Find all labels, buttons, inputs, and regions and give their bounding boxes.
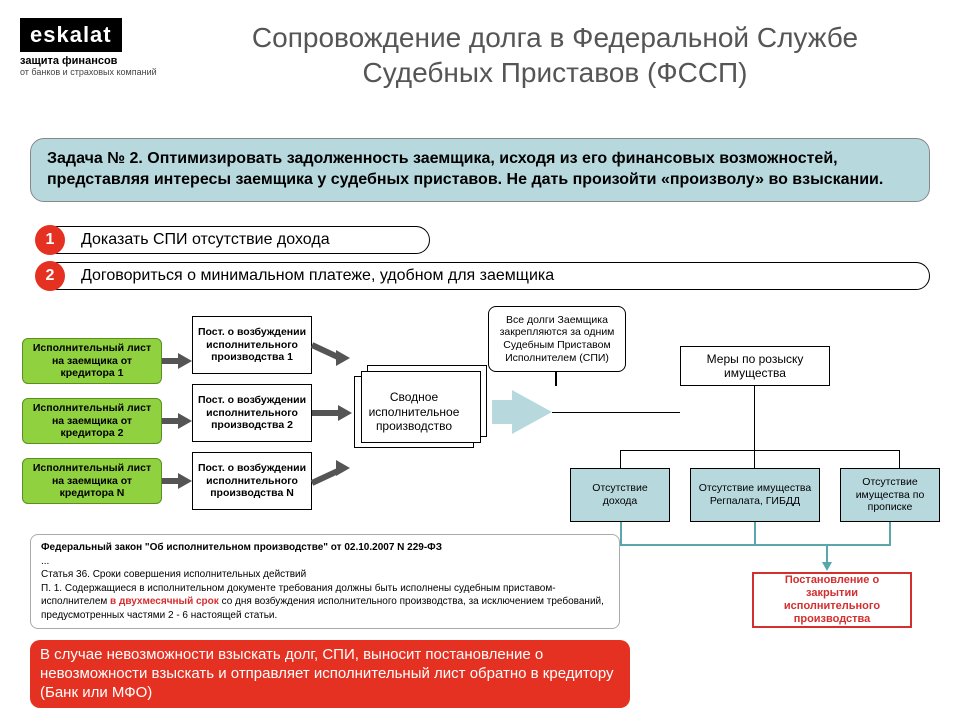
big-arrow-tail bbox=[492, 400, 514, 424]
close-hbar bbox=[620, 544, 891, 546]
tree-hbar bbox=[620, 450, 900, 451]
big-arrow bbox=[512, 390, 552, 434]
close-v2 bbox=[754, 522, 756, 544]
absence-box-1: Отсутствие дохода bbox=[570, 468, 670, 522]
arrow-r2 bbox=[312, 410, 340, 416]
arrow-g2-head bbox=[178, 413, 192, 429]
law-line2: ... bbox=[41, 555, 609, 569]
law-citation: Федеральный закон "Об исполнительном про… bbox=[30, 534, 620, 629]
arrow-r2-head bbox=[338, 405, 352, 421]
step-1-number: 1 bbox=[35, 225, 65, 255]
step-2-text: Договориться о минимальном платеже, удоб… bbox=[81, 267, 554, 284]
absence-box-2: Отсутствие имущества Регпалата, ГИБДД bbox=[690, 468, 820, 522]
conn-arrow-search-h bbox=[552, 412, 680, 413]
step-1-text: Доказать СПИ отсутствие дохода bbox=[81, 231, 330, 248]
note-connector bbox=[555, 372, 557, 386]
close-arrow bbox=[822, 562, 832, 571]
resolution-box-1: Пост. о возбуждении исполнительного прои… bbox=[192, 316, 312, 374]
closure-box: Постановление о закрытии исполнительного… bbox=[752, 572, 912, 628]
creditor-box-n: Исполнительный лист на заемщика от креди… bbox=[22, 458, 162, 504]
law-line3: Статья 36. Сроки совершения исполнительн… bbox=[41, 568, 609, 582]
step-1: 1 Доказать СПИ отсутствие дохода bbox=[40, 226, 430, 254]
tree-v2 bbox=[754, 450, 755, 468]
absence-box-3: Отсутствие имущества по прописке bbox=[840, 468, 940, 522]
conclusion-bar: В случае невозможности взыскать долг, СП… bbox=[30, 640, 630, 708]
creditor-box-2: Исполнительный лист на заемщика от креди… bbox=[22, 398, 162, 444]
logo-block: eskalat защита финансов от банков и стра… bbox=[20, 18, 157, 77]
resolution-box-n: Пост. о возбуждении исполнительного прои… bbox=[192, 452, 312, 510]
tree-v3 bbox=[899, 450, 900, 468]
arrow-r3 bbox=[311, 468, 339, 485]
tree-trunk bbox=[754, 412, 755, 450]
arrow-r1 bbox=[311, 342, 339, 359]
resolution-box-2: Пост. о возбуждении исполнительного прои… bbox=[192, 384, 312, 442]
page-title: Сопровождение долга в Федеральной Службе… bbox=[190, 20, 920, 90]
logo-tagline: защита финансов bbox=[20, 55, 157, 67]
step-2-number: 2 bbox=[35, 261, 65, 291]
law-line1: Федеральный закон "Об исполнительном про… bbox=[41, 541, 609, 555]
conn-search-v bbox=[754, 386, 755, 413]
creditor-box-1: Исполнительный лист на заемщика от креди… bbox=[22, 338, 162, 384]
arrow-r3-head bbox=[336, 460, 350, 476]
close-v1 bbox=[620, 522, 622, 544]
close-v3 bbox=[889, 522, 891, 544]
step-2: 2 Договориться о минимальном платеже, уд… bbox=[40, 262, 930, 290]
debts-note-box: Все долги Заемщика закрепляются за одним… bbox=[488, 306, 626, 372]
tree-v1 bbox=[620, 450, 621, 468]
logo-name: eskalat bbox=[20, 18, 122, 52]
consolidated-box: Сводное исполнительное производство bbox=[354, 376, 474, 448]
logo-subtagline: от банков и страховых компаний bbox=[20, 67, 157, 77]
law-l4b: в двухмесячный срок bbox=[110, 596, 219, 607]
law-line4: П. 1. Содержащиеся в исполнительном доку… bbox=[41, 582, 609, 623]
close-down bbox=[826, 544, 828, 564]
task-description: Задача № 2. Оптимизировать задолженность… bbox=[30, 138, 930, 202]
arrow-g1-head bbox=[178, 353, 192, 369]
arrow-g3-head bbox=[178, 473, 192, 489]
arrow-r1-head bbox=[336, 350, 350, 366]
search-box: Меры по розыску имущества bbox=[680, 346, 830, 386]
